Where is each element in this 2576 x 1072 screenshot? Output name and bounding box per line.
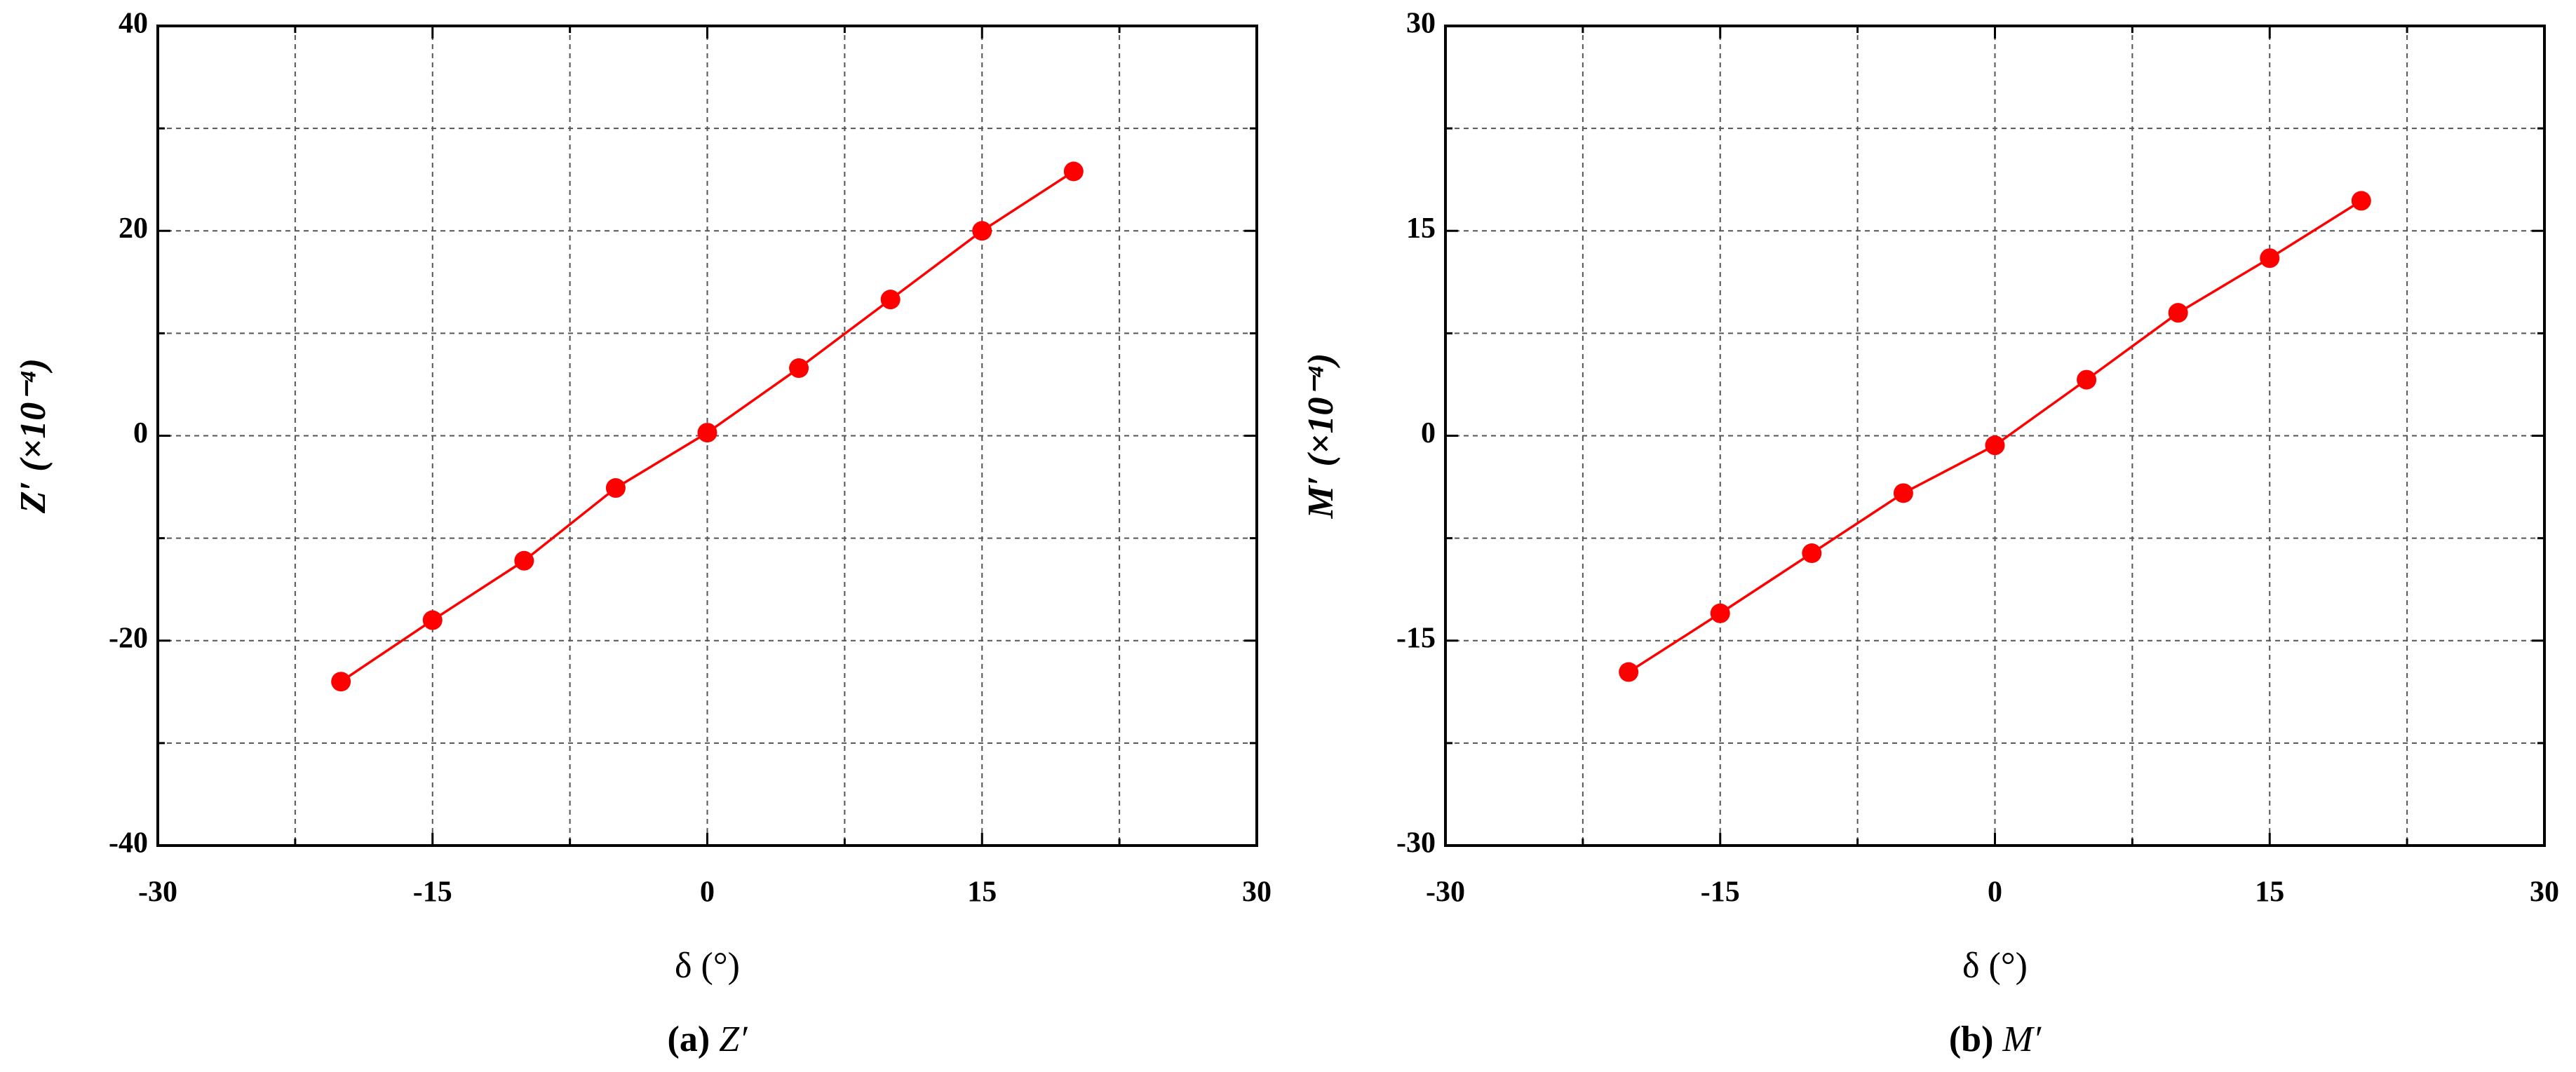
y-tick-label: 0	[133, 417, 148, 449]
caption: (a) Z′	[668, 1019, 749, 1059]
data-point	[514, 550, 534, 571]
y-tick-label: -40	[109, 827, 148, 860]
caption-text: M′	[2002, 1019, 2042, 1059]
x-tick-label: -30	[1426, 876, 1465, 909]
x-tick-label: -15	[1701, 876, 1740, 909]
x-tick-label: 15	[2255, 876, 2284, 909]
x-tick-label: 0	[1988, 876, 2002, 909]
x-tick-label: 15	[967, 876, 997, 909]
data-point	[331, 672, 351, 692]
data-point	[880, 290, 901, 310]
y-tick-label: -15	[1396, 622, 1436, 654]
y-tick-label: 15	[1406, 212, 1436, 245]
plot-frame	[1444, 25, 2546, 847]
plot-frame	[156, 25, 1258, 847]
x-tick-label: -30	[138, 876, 177, 909]
data-point	[1619, 662, 1639, 682]
data-point	[1710, 603, 1730, 623]
y-tick-label: -20	[109, 622, 148, 654]
data-point	[2260, 248, 2280, 269]
data-point	[1063, 161, 1084, 182]
data-point	[2351, 191, 2371, 211]
x-tick-label: 0	[700, 876, 715, 909]
data-point	[1985, 435, 2005, 456]
data-point	[1802, 543, 1822, 564]
data-point	[789, 358, 809, 379]
caption-label: (b)	[1949, 1019, 1994, 1059]
x-axis-label: δ (°)	[1962, 946, 2028, 986]
data-point	[605, 478, 626, 498]
y-tick-label: 40	[119, 8, 148, 40]
y-axis-label: M′ (×10⁻⁴)	[1301, 353, 1341, 520]
data-point	[422, 610, 443, 630]
data-point	[1893, 483, 1913, 503]
caption-text: Z′	[719, 1019, 748, 1059]
data-point	[697, 423, 717, 443]
caption-label: (a)	[668, 1019, 710, 1059]
data-point	[2168, 303, 2188, 323]
data-point	[972, 221, 992, 241]
x-axis-label: δ (°)	[675, 946, 740, 986]
x-tick-label: 30	[2530, 876, 2559, 909]
y-axis-label: Z′ (×10⁻⁴)	[13, 358, 53, 514]
data-point	[2077, 369, 2097, 390]
y-tick-label: -30	[1396, 827, 1436, 860]
y-tick-label: 0	[1421, 417, 1436, 449]
x-tick-label: -15	[413, 876, 452, 909]
x-tick-label: 30	[1242, 876, 1272, 909]
caption: (b) M′	[1949, 1019, 2042, 1059]
y-tick-label: 30	[1406, 8, 1436, 40]
y-tick-label: 20	[119, 212, 148, 245]
